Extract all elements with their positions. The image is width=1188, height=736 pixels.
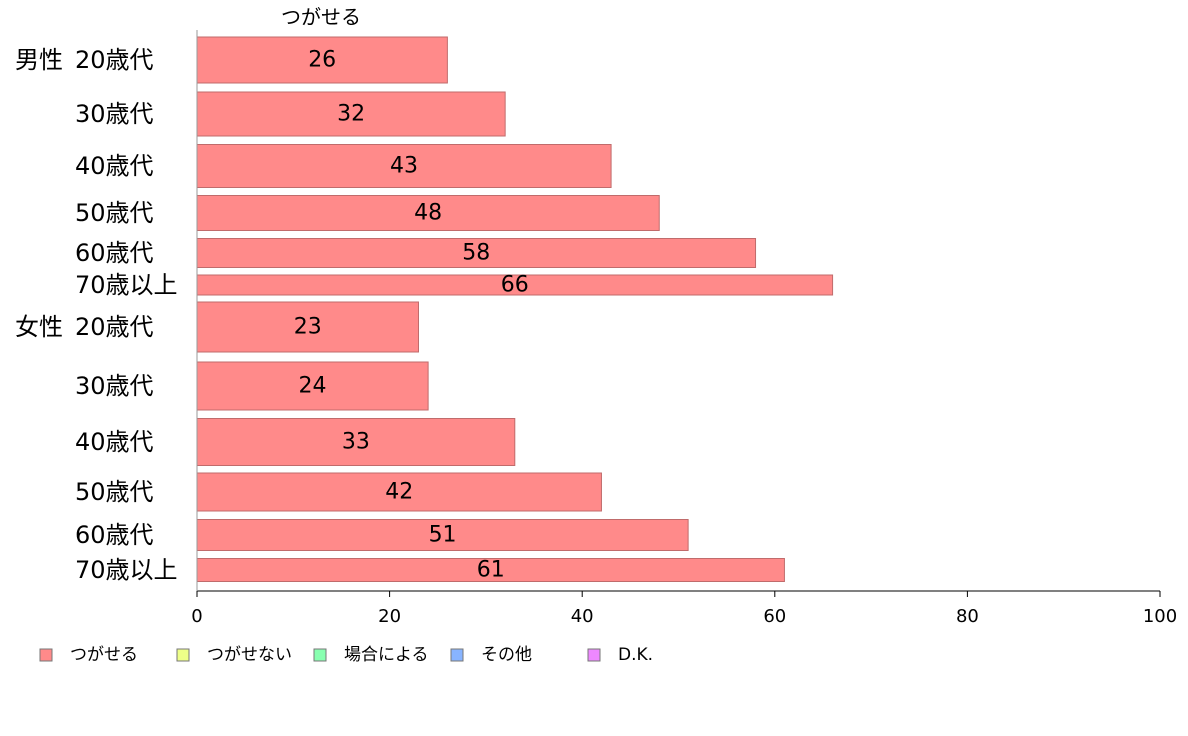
bar xyxy=(196,36,448,84)
bar xyxy=(196,195,660,231)
bars-group: 2620歳代男性3230歳代4340歳代4850歳代5860歳代6670歳以上2… xyxy=(15,36,834,584)
series-title: つがせる xyxy=(281,5,361,29)
legend-label: つがせない xyxy=(207,645,292,665)
bar-value-label: 42 xyxy=(385,480,413,505)
bar xyxy=(196,301,419,353)
category-label: 70歳以上 xyxy=(75,556,178,584)
category-label: 70歳以上 xyxy=(75,271,178,299)
bar-value-label: 43 xyxy=(390,154,418,179)
bar xyxy=(196,238,757,268)
category-label: 50歳代 xyxy=(75,199,154,227)
x-axis: 0 20 40 60 80 100 xyxy=(191,30,1177,627)
legend-label: D.K. xyxy=(618,645,653,665)
legend-label: その他 xyxy=(481,645,532,665)
x-tick-label: 100 xyxy=(1143,606,1177,627)
bar xyxy=(196,91,506,137)
category-label: 30歳代 xyxy=(75,372,154,400)
category-label: 40歳代 xyxy=(75,428,154,456)
category-label: 20歳代 xyxy=(75,46,154,74)
legend-swatch xyxy=(313,648,327,662)
category-label: 50歳代 xyxy=(75,478,154,506)
bar-value-label: 24 xyxy=(299,374,327,399)
bar-value-label: 51 xyxy=(429,523,457,548)
legend-swatch xyxy=(450,648,464,662)
x-tick-label: 60 xyxy=(763,606,786,627)
bar-value-label: 23 xyxy=(294,315,322,340)
category-label: 60歳代 xyxy=(75,239,154,267)
legend-swatch xyxy=(176,648,190,662)
bar-value-label: 48 xyxy=(414,201,442,226)
bar-value-label: 26 xyxy=(308,48,336,73)
bar-value-label: 61 xyxy=(477,558,505,583)
category-label: 20歳代 xyxy=(75,313,154,341)
bar xyxy=(196,519,689,551)
bar-value-label: 32 xyxy=(337,102,365,127)
x-tick-label: 0 xyxy=(191,606,202,627)
legend-swatch xyxy=(587,648,601,662)
legend-label: つがせる xyxy=(70,645,138,665)
bar-value-label: 33 xyxy=(342,430,370,455)
x-tick-label: 80 xyxy=(956,606,979,627)
category-label: 30歳代 xyxy=(75,100,154,128)
bar xyxy=(196,144,612,188)
category-label: 60歳代 xyxy=(75,521,154,549)
legend-swatch xyxy=(39,648,53,662)
group-label: 男性 xyxy=(15,46,63,74)
bar xyxy=(196,361,429,411)
x-tick-label: 20 xyxy=(378,606,401,627)
x-tick-label: 40 xyxy=(571,606,594,627)
legend: つがせる つがせない 場合による その他 D.K. xyxy=(39,645,653,665)
group-label: 女性 xyxy=(15,313,63,341)
bar-value-label: 58 xyxy=(462,241,490,266)
category-label: 40歳代 xyxy=(75,152,154,180)
legend-label: 場合による xyxy=(344,645,429,665)
bar-value-label: 66 xyxy=(501,273,529,298)
